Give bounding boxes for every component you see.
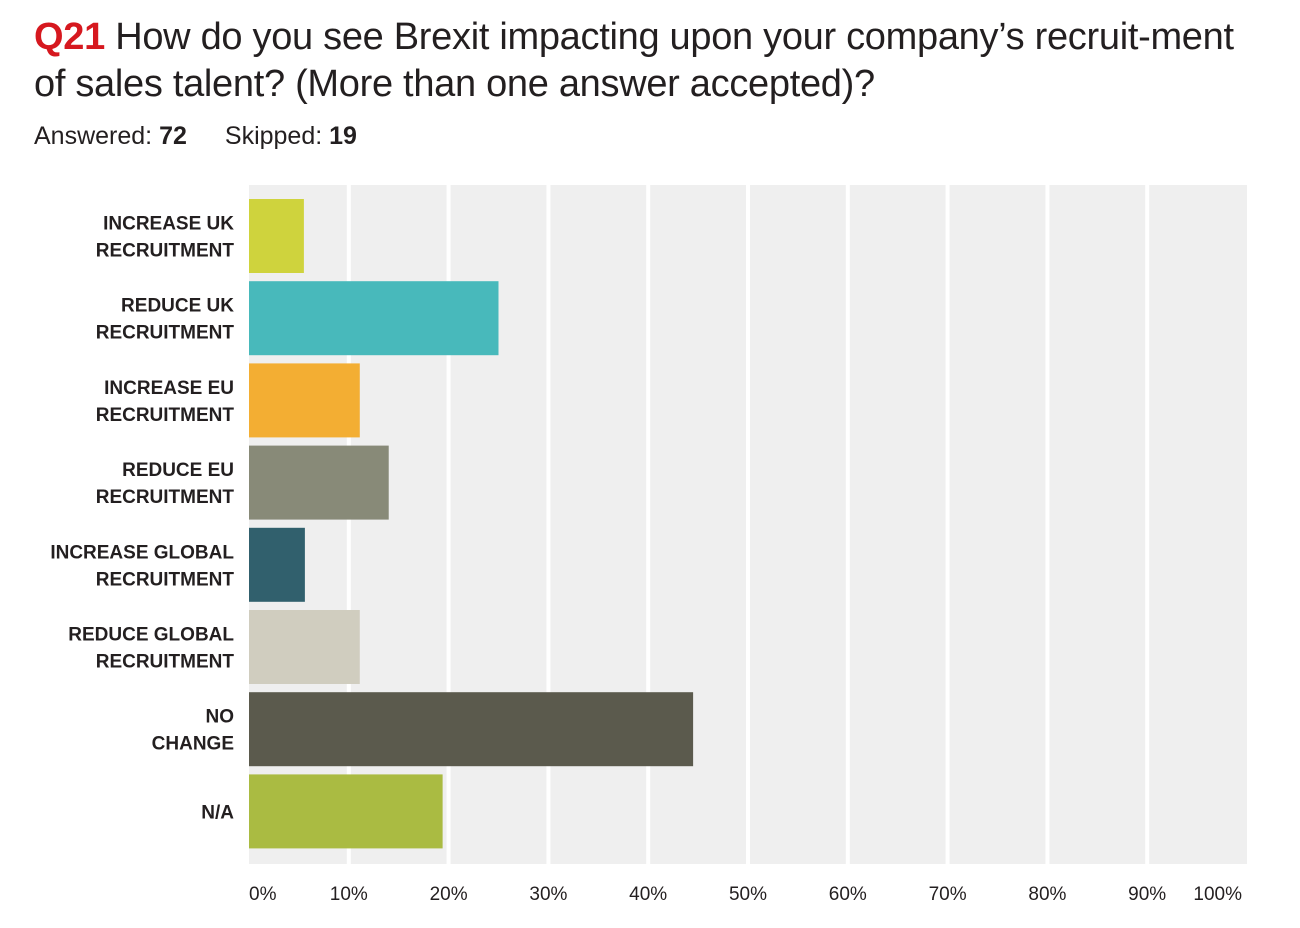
skipped-count: 19 bbox=[329, 122, 357, 150]
category-labels: INCREASE UK RECRUITMENT REDUCE UK RECRUITME… bbox=[50, 214, 234, 824]
category-label: INCREASE EU RECRUITMENT bbox=[96, 378, 235, 426]
answered-label: Answered: bbox=[34, 122, 153, 150]
category-label: INCREASE GLOBAL RECRUITMENT bbox=[50, 542, 234, 590]
x-tick-label: 10% bbox=[330, 884, 368, 905]
question-text: How do you see Brexit impacting upon you… bbox=[34, 16, 1234, 105]
question-number: Q21 bbox=[34, 16, 105, 58]
bar bbox=[249, 445, 389, 520]
x-tick-label: 20% bbox=[430, 884, 468, 905]
category-label: INCREASE UK RECRUITMENT bbox=[96, 214, 235, 262]
x-tick-label: 90% bbox=[1128, 884, 1166, 905]
bars bbox=[249, 199, 694, 849]
category-label: REDUCE UK RECRUITMENT bbox=[96, 296, 235, 344]
response-stats: Answered: 72 Skipped: 19 bbox=[34, 121, 357, 151]
bar bbox=[249, 610, 360, 684]
x-tick-label: 50% bbox=[729, 884, 767, 905]
category-label: N/A bbox=[201, 802, 234, 823]
bar bbox=[249, 527, 305, 602]
x-tick-label: 100% bbox=[1193, 884, 1242, 905]
x-tick-label: 70% bbox=[929, 884, 967, 905]
x-tick-labels: 0% 10% 20% 30% 40% 50% 60% 70% 80% 90% 100% bbox=[249, 884, 1242, 905]
bar bbox=[249, 363, 360, 438]
bar bbox=[249, 774, 443, 849]
x-tick-label: 80% bbox=[1028, 884, 1066, 905]
answered-count: 72 bbox=[159, 122, 187, 150]
question-title: Q21 How do you see Brexit impacting upon… bbox=[34, 14, 1274, 108]
category-label: REDUCE GLOBAL RECRUITMENT bbox=[68, 625, 234, 673]
x-tick-label: 60% bbox=[829, 884, 867, 905]
category-label: NO CHANGE bbox=[152, 707, 234, 755]
x-tick-label: 30% bbox=[529, 884, 567, 905]
bar bbox=[249, 692, 694, 767]
bar bbox=[249, 281, 499, 356]
x-tick-label: 40% bbox=[629, 884, 667, 905]
x-tick-label: 0% bbox=[249, 884, 277, 905]
category-label: REDUCE EU RECRUITMENT bbox=[96, 460, 235, 508]
bar bbox=[249, 199, 304, 273]
skipped-label: Skipped: bbox=[224, 122, 323, 150]
